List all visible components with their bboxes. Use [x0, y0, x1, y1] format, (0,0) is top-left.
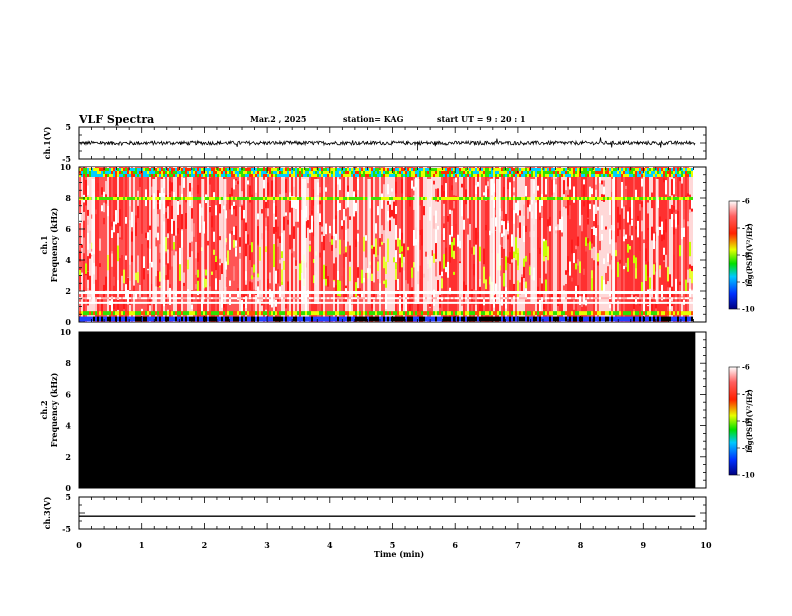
colorbar-tick-label: -7 [742, 390, 750, 399]
x-tick-label: 0 [76, 540, 82, 550]
ch2-colorbar: -6 -7 -8 -9 -10 log(PSD)(V²/Hz) [728, 363, 755, 480]
y-tick-label: 2 [65, 452, 71, 462]
colorbar-tick-label: -10 [742, 471, 755, 480]
y-tick-label: 5 [65, 122, 71, 132]
ch1-waveform-ylabel: ch.1(V) [42, 126, 52, 159]
x-tick-label: 2 [202, 540, 208, 550]
y-tick-label: 4 [65, 255, 71, 265]
station-label: station= KAG [343, 114, 404, 124]
colorbar-tick-label: -6 [742, 197, 750, 206]
y-tick-label: 0 [65, 317, 71, 327]
x-tick-label: 9 [641, 540, 647, 550]
x-tick-label: 10 [700, 540, 712, 550]
x-tick-label: 6 [452, 540, 458, 550]
x-tick-label: 3 [264, 540, 270, 550]
x-tick-label: 4 [327, 540, 333, 550]
ch1-waveform-line [78, 137, 696, 151]
colorbar-tick-label: -8 [742, 417, 750, 426]
y-tick-label: 10 [60, 162, 72, 172]
figure-title: VLF Spectra [78, 113, 154, 126]
ch2-spectrogram-image [79, 332, 696, 488]
y-tick-label: 6 [65, 389, 71, 399]
ch1-colorbar: -6 -7 -8 -9 -10 log(PSD)(V²/Hz) [728, 197, 755, 314]
y-tick-label: -5 [62, 154, 71, 164]
start-time-label: start UT = 9 : 20 : 1 [437, 114, 526, 124]
colorbar-tick-label: -9 [742, 278, 750, 287]
ch1-colorbar-label: log(PSD)(V²/Hz) [745, 223, 754, 287]
ch1-spectrogram-ylabel-channel: ch.1 [39, 235, 49, 254]
x-tick-label: 5 [390, 540, 396, 550]
y-tick-label: 5 [65, 492, 71, 502]
ch3-waveform-ylabel: ch.3(V) [42, 496, 52, 529]
y-tick-label: 6 [65, 224, 71, 234]
y-tick-label: 2 [65, 286, 71, 296]
x-tick-label: 8 [578, 540, 584, 550]
ch1-spectrogram-ylabel-freq: Frequency (kHz) [49, 207, 59, 282]
colorbar-tick-label: -7 [742, 224, 750, 233]
x-tick-labels: 0 1 2 3 4 5 6 7 8 9 10 [76, 540, 712, 550]
colorbar-tick-label: -6 [742, 363, 750, 372]
colorbar-tick-label: -10 [742, 305, 755, 314]
y-tick-label: 8 [65, 193, 71, 203]
x-axis-label: Time (min) [374, 549, 424, 559]
y-tick-label: 0 [65, 483, 71, 493]
ch2-colorbar-label: log(PSD)(V²/Hz) [745, 389, 754, 453]
ch2-spectrogram-ylabel-channel: ch.2 [39, 400, 49, 419]
colorbar-tick-label: -9 [742, 444, 750, 453]
date-label: Mar.2 , 2025 [250, 114, 307, 124]
colorbar-tick-label: -8 [742, 251, 750, 260]
x-tick-label: 7 [515, 540, 521, 550]
x-tick-label: 1 [139, 540, 145, 550]
ch1-spectrogram-image [79, 167, 693, 322]
y-tick-label: 8 [65, 358, 71, 368]
y-tick-label: 10 [60, 327, 72, 337]
y-tick-label: 4 [65, 421, 71, 431]
axis-ticks [78, 126, 707, 530]
y-tick-label: -5 [62, 524, 71, 534]
ch2-spectrogram-ylabel-freq: Frequency (kHz) [49, 372, 59, 447]
